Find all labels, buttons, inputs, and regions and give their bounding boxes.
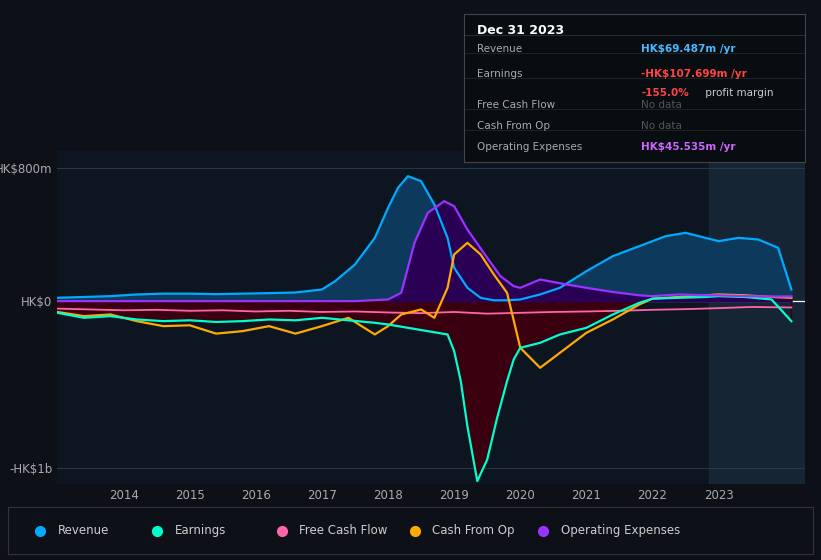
Text: Revenue: Revenue (478, 44, 523, 54)
Text: Operating Expenses: Operating Expenses (561, 524, 681, 537)
Text: Free Cash Flow: Free Cash Flow (300, 524, 388, 537)
Text: No data: No data (641, 121, 682, 131)
Text: Cash From Op: Cash From Op (432, 524, 515, 537)
Bar (709, 151, 805, 484)
Text: HK$69.487m /yr: HK$69.487m /yr (641, 44, 736, 54)
Text: -155.0%: -155.0% (641, 88, 689, 98)
Text: No data: No data (641, 100, 682, 110)
Text: Operating Expenses: Operating Expenses (478, 142, 583, 152)
Text: -HK$107.699m /yr: -HK$107.699m /yr (641, 69, 747, 79)
Text: profit margin: profit margin (702, 88, 774, 98)
Text: HK$45.535m /yr: HK$45.535m /yr (641, 142, 736, 152)
Text: Dec 31 2023: Dec 31 2023 (478, 25, 565, 38)
Text: Earnings: Earnings (478, 69, 523, 79)
Text: Cash From Op: Cash From Op (478, 121, 551, 131)
Text: Revenue: Revenue (58, 524, 109, 537)
Text: Free Cash Flow: Free Cash Flow (478, 100, 556, 110)
Text: Earnings: Earnings (175, 524, 226, 537)
